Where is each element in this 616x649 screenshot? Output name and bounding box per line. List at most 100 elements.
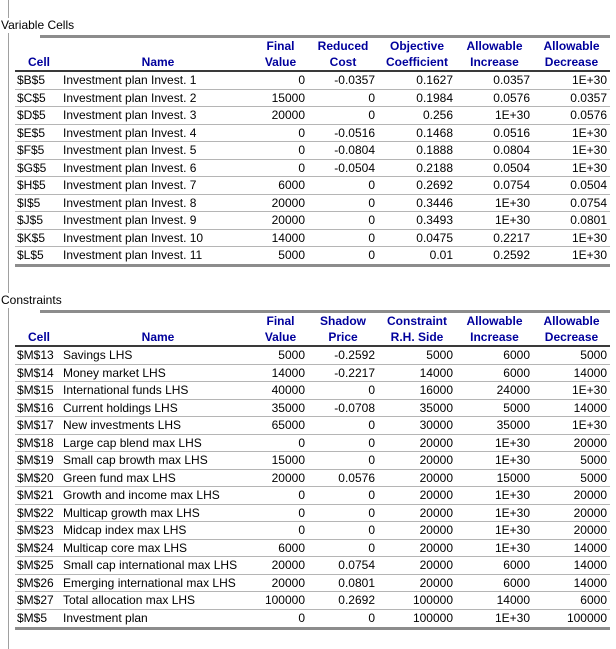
allowable-increase-cell: 1E+30 [494, 435, 530, 450]
shadow-price-cell: 0 [368, 418, 375, 432]
allowable-increase-cell: 6000 [503, 348, 530, 362]
reduced-cost-cell: 0 [368, 108, 375, 122]
cell-ref-cell: $M$16 [17, 400, 54, 415]
allowable-increase-cell: 1E+30 [494, 610, 530, 625]
name-cell: Midcap index max LHS [63, 523, 187, 537]
final-value-cell: 0 [298, 73, 305, 87]
variable-cells-table: Final Reduced Objective Allowable Allowa… [15, 38, 610, 267]
objective-coefficient-cell: 0.1627 [416, 73, 453, 87]
cell-ref-cell: $F$5 [17, 143, 45, 157]
allowable-decrease-cell: 100000 [566, 610, 607, 625]
constraint-rhs-cell: 16000 [419, 383, 453, 397]
table-row: $M$17 New investments LHS 65000 0 30000 35000… [15, 417, 610, 435]
final-value-cell: 40000 [271, 383, 305, 397]
objective-coefficient-cell: 0.01 [429, 248, 453, 262]
reduced-cost-cell: 0 [368, 195, 375, 210]
constraint-rhs-cell: 20000 [419, 453, 453, 467]
allowable-increase-cell: 1E+30 [494, 488, 530, 502]
shadow-price-cell: 0.0801 [338, 575, 375, 590]
final-value-cell: 35000 [271, 400, 305, 415]
allowable-decrease-cell: 6000 [580, 593, 607, 607]
allowable-decrease-cell: 20000 [573, 523, 607, 537]
allowable-increase-cell: 5000 [503, 400, 530, 415]
name-cell: Investment plan Invest. 4 [63, 125, 197, 140]
name-cell: Investment plan Invest. 3 [63, 108, 197, 122]
final-value-cell: 15000 [271, 90, 305, 105]
constraints-rows: $M$13 Savings LHS 5000 -0.2592 5000 6000 5000 $… [15, 347, 610, 627]
allowable-increase-cell: 0.2592 [493, 248, 530, 262]
cell-ref-cell: $D$5 [17, 108, 46, 122]
cell-ref-cell: $G$5 [17, 160, 47, 175]
reduced-cost-cell: 0 [368, 248, 375, 262]
allowable-increase-cell: 14000 [496, 593, 530, 607]
shadow-price-cell: 0 [368, 505, 375, 520]
variable-cells-header-row-2: Cell Name Value Cost Coefficient Increas… [15, 54, 610, 70]
shadow-price-cell: 0 [368, 435, 375, 450]
column-header-name: Name [141, 55, 175, 69]
objective-coefficient-cell: 0.1984 [416, 90, 453, 105]
reduced-cost-cell: -0.0504 [334, 160, 375, 175]
header-rule [15, 345, 610, 347]
table-row: $M$22 Multicap growth max LHS 0 0 20000 1E+30… [15, 505, 610, 522]
cell-ref-cell: $M$26 [17, 575, 54, 590]
column-header-allowable-2: Allowable [543, 314, 600, 328]
name-cell: Investment plan Invest. 1 [63, 73, 197, 87]
allowable-decrease-cell: 20000 [573, 435, 607, 450]
table-row: $M$19 Small cap browth max LHS 15000 0 20000… [15, 452, 610, 470]
name-cell: Large cap blend max LHS [63, 435, 202, 450]
table-row: $M$18 Large cap blend max LHS 0 0 20000 1E+30… [15, 435, 610, 452]
table-row: $M$13 Savings LHS 5000 -0.2592 5000 6000 5000 [15, 347, 610, 365]
allowable-increase-cell: 6000 [503, 558, 530, 572]
cell-ref-cell: $E$5 [17, 125, 46, 140]
allowable-decrease-cell: 5000 [580, 453, 607, 467]
table-row: $K$5 Investment plan Invest. 10 14000 0 0.04… [15, 230, 610, 247]
name-cell: Small cap international max LHS [63, 558, 238, 572]
final-value-cell: 0 [298, 125, 305, 140]
constraint-rhs-cell: 100000 [412, 593, 453, 607]
cell-ref-cell: $I$5 [17, 195, 41, 210]
column-header-rhs: R.H. Side [390, 330, 444, 344]
cell-ref-cell: $M$20 [17, 470, 54, 485]
cell-ref-cell: $M$13 [17, 348, 54, 362]
name-cell: Growth and income max LHS [63, 488, 220, 502]
name-cell: Investment plan Invest. 5 [63, 143, 197, 157]
shadow-price-cell: 0 [368, 453, 375, 467]
final-value-cell: 0 [298, 160, 305, 175]
allowable-decrease-cell: 0.0504 [570, 178, 607, 192]
cell-ref-cell: $M$24 [17, 540, 54, 555]
name-cell: Investment plan Invest. 10 [63, 230, 204, 245]
table-row: $J$5 Investment plan Invest. 9 20000 0 0.349… [15, 212, 610, 230]
table-bottom-rule [15, 626, 610, 630]
cell-ref-cell: $L$5 [17, 248, 44, 262]
allowable-decrease-cell: 0.0754 [570, 195, 607, 210]
table-bottom-rule [15, 264, 610, 267]
table-row: $I$5 Investment plan Invest. 8 20000 0 0.344… [15, 195, 610, 212]
allowable-increase-cell: 1E+30 [494, 523, 530, 537]
objective-coefficient-cell: 0.2692 [416, 178, 453, 192]
allowable-increase-cell: 0.2217 [493, 230, 530, 245]
column-header-allowable-1: Allowable [466, 314, 523, 328]
constraint-rhs-cell: 20000 [419, 558, 453, 572]
column-header-final: Final [266, 39, 295, 53]
shadow-price-cell: -0.0708 [334, 400, 375, 415]
table-row: $D$5 Investment plan Invest. 3 20000 0 0.256… [15, 107, 610, 125]
cell-ref-cell: $M$19 [17, 453, 54, 467]
shadow-price-cell: 0 [368, 488, 375, 502]
reduced-cost-cell: 0 [368, 90, 375, 105]
table-row: $M$15 International funds LHS 40000 0 16000 2… [15, 382, 610, 400]
constraint-rhs-cell: 100000 [412, 610, 453, 625]
final-value-cell: 5000 [278, 248, 305, 262]
table-row: $M$20 Green fund max LHS 20000 0.0576 20000 1… [15, 470, 610, 487]
allowable-increase-cell: 24000 [496, 383, 530, 397]
name-cell: Total allocation max LHS [63, 593, 196, 607]
constraint-rhs-cell: 20000 [419, 505, 453, 520]
column-header-allowable-2: Allowable [543, 39, 600, 53]
final-value-cell: 100000 [264, 593, 305, 607]
final-value-cell: 15000 [271, 453, 305, 467]
column-header-decrease: Decrease [544, 330, 599, 344]
name-cell: Green fund max LHS [63, 470, 176, 485]
allowable-increase-cell: 1E+30 [494, 108, 530, 122]
cell-ref-cell: $M$23 [17, 523, 54, 537]
final-value-cell: 0 [298, 488, 305, 502]
final-value-cell: 0 [298, 143, 305, 157]
